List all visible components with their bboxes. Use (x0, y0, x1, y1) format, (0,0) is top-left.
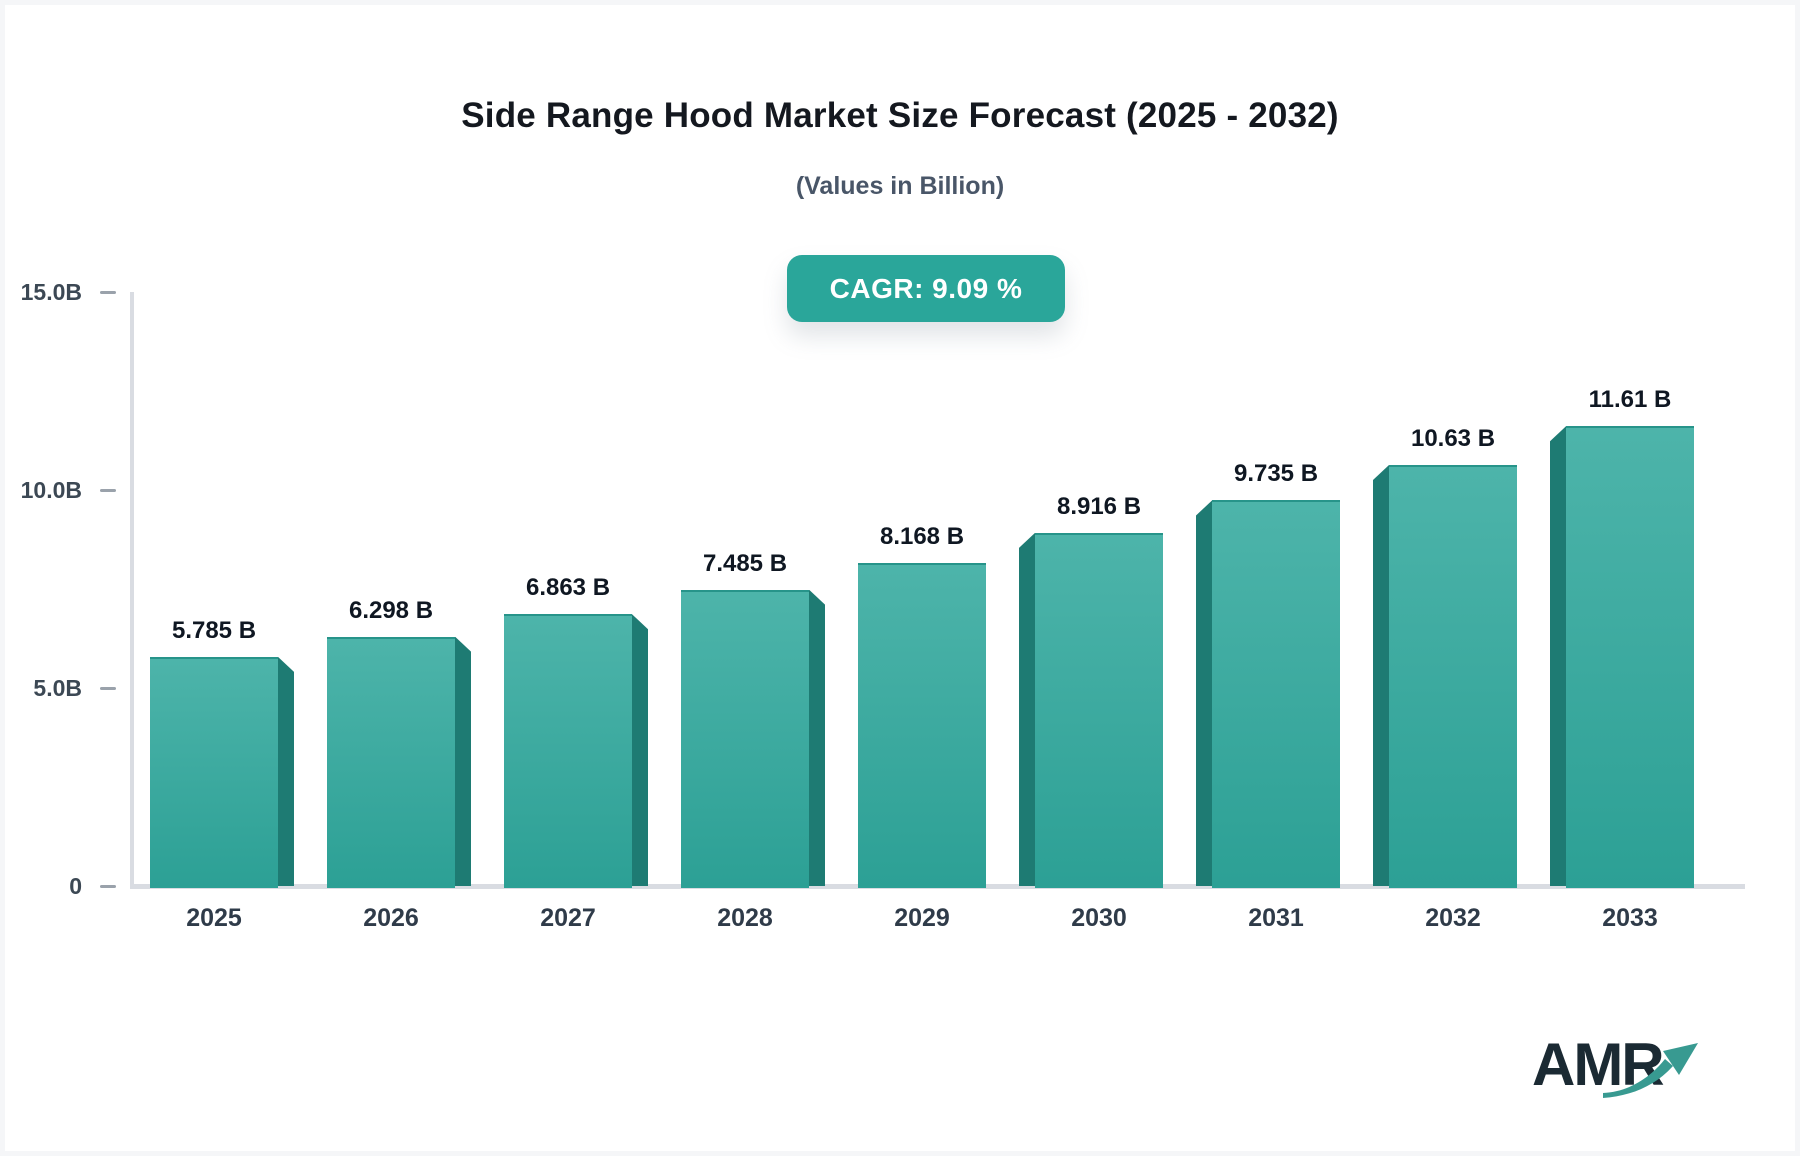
y-tick-label-10.0B: 10.0B (20, 477, 82, 503)
y-tick-dash (100, 687, 116, 690)
bar-side (455, 636, 471, 886)
x-tick-label-2027: 2027 (540, 904, 596, 932)
x-tick-label-2030: 2030 (1071, 904, 1127, 932)
bar-value-label: 6.863 B (525, 574, 611, 602)
chart-title: Side Range Hood Market Size Forecast (20… (461, 96, 1339, 135)
bar-value-label: 6.298 B (348, 596, 434, 624)
amr-logo-arrow-icon (1603, 1043, 1698, 1098)
x-tick-label-2026: 2026 (363, 904, 419, 932)
x-tick-label-2031: 2031 (1248, 904, 1304, 932)
bar-side (632, 614, 648, 886)
bar-side (809, 589, 825, 886)
bar-2028 (681, 589, 809, 888)
bar-value-label: 7.485 B (702, 549, 788, 577)
bar-value-label: 8.916 B (1056, 492, 1142, 520)
chart-subtitle: (Values in Billion) (795, 172, 1005, 200)
x-tick-label-2029: 2029 (894, 904, 950, 932)
bar-2033 (1566, 426, 1694, 888)
y-tick-dash (100, 885, 116, 888)
bar-2031 (1212, 500, 1340, 888)
bar-2032 (1389, 465, 1517, 888)
x-tick-label-2025: 2025 (186, 904, 242, 932)
y-tick-dash (100, 489, 116, 492)
bar-side (1196, 500, 1212, 886)
x-tick-label-2028: 2028 (717, 904, 773, 932)
bar-2027 (504, 614, 632, 888)
bar-2029 (858, 562, 986, 888)
y-tick-label-15.0B: 15.0B (20, 279, 82, 305)
bar-value-label: 8.168 B (879, 522, 965, 550)
cagr-badge-label: CAGR: 9.09 % (829, 272, 1023, 304)
x-tick-label-2033: 2033 (1602, 904, 1658, 932)
bar-2026 (327, 636, 455, 888)
bar-value-label: 11.61 B (1588, 386, 1672, 414)
x-tick-label-2032: 2032 (1425, 904, 1481, 932)
bar-side (278, 656, 294, 886)
y-tick-label-0: 0 (69, 873, 82, 899)
y-tick-dash (100, 291, 116, 294)
cagr-badge: CAGR: 9.09 % (787, 255, 1065, 322)
bar-2030 (1035, 532, 1163, 888)
bar-2025 (150, 656, 278, 888)
bar-side (1373, 465, 1389, 886)
y-tick-label-5.0B: 5.0B (33, 675, 82, 701)
bar-value-label: 10.63 B (1410, 425, 1496, 453)
bar-side (1550, 426, 1566, 886)
bar-value-label: 9.735 B (1233, 460, 1319, 488)
bar-side (1019, 532, 1035, 886)
y-axis-line (130, 292, 134, 888)
bar-value-label: 5.785 B (171, 616, 257, 644)
